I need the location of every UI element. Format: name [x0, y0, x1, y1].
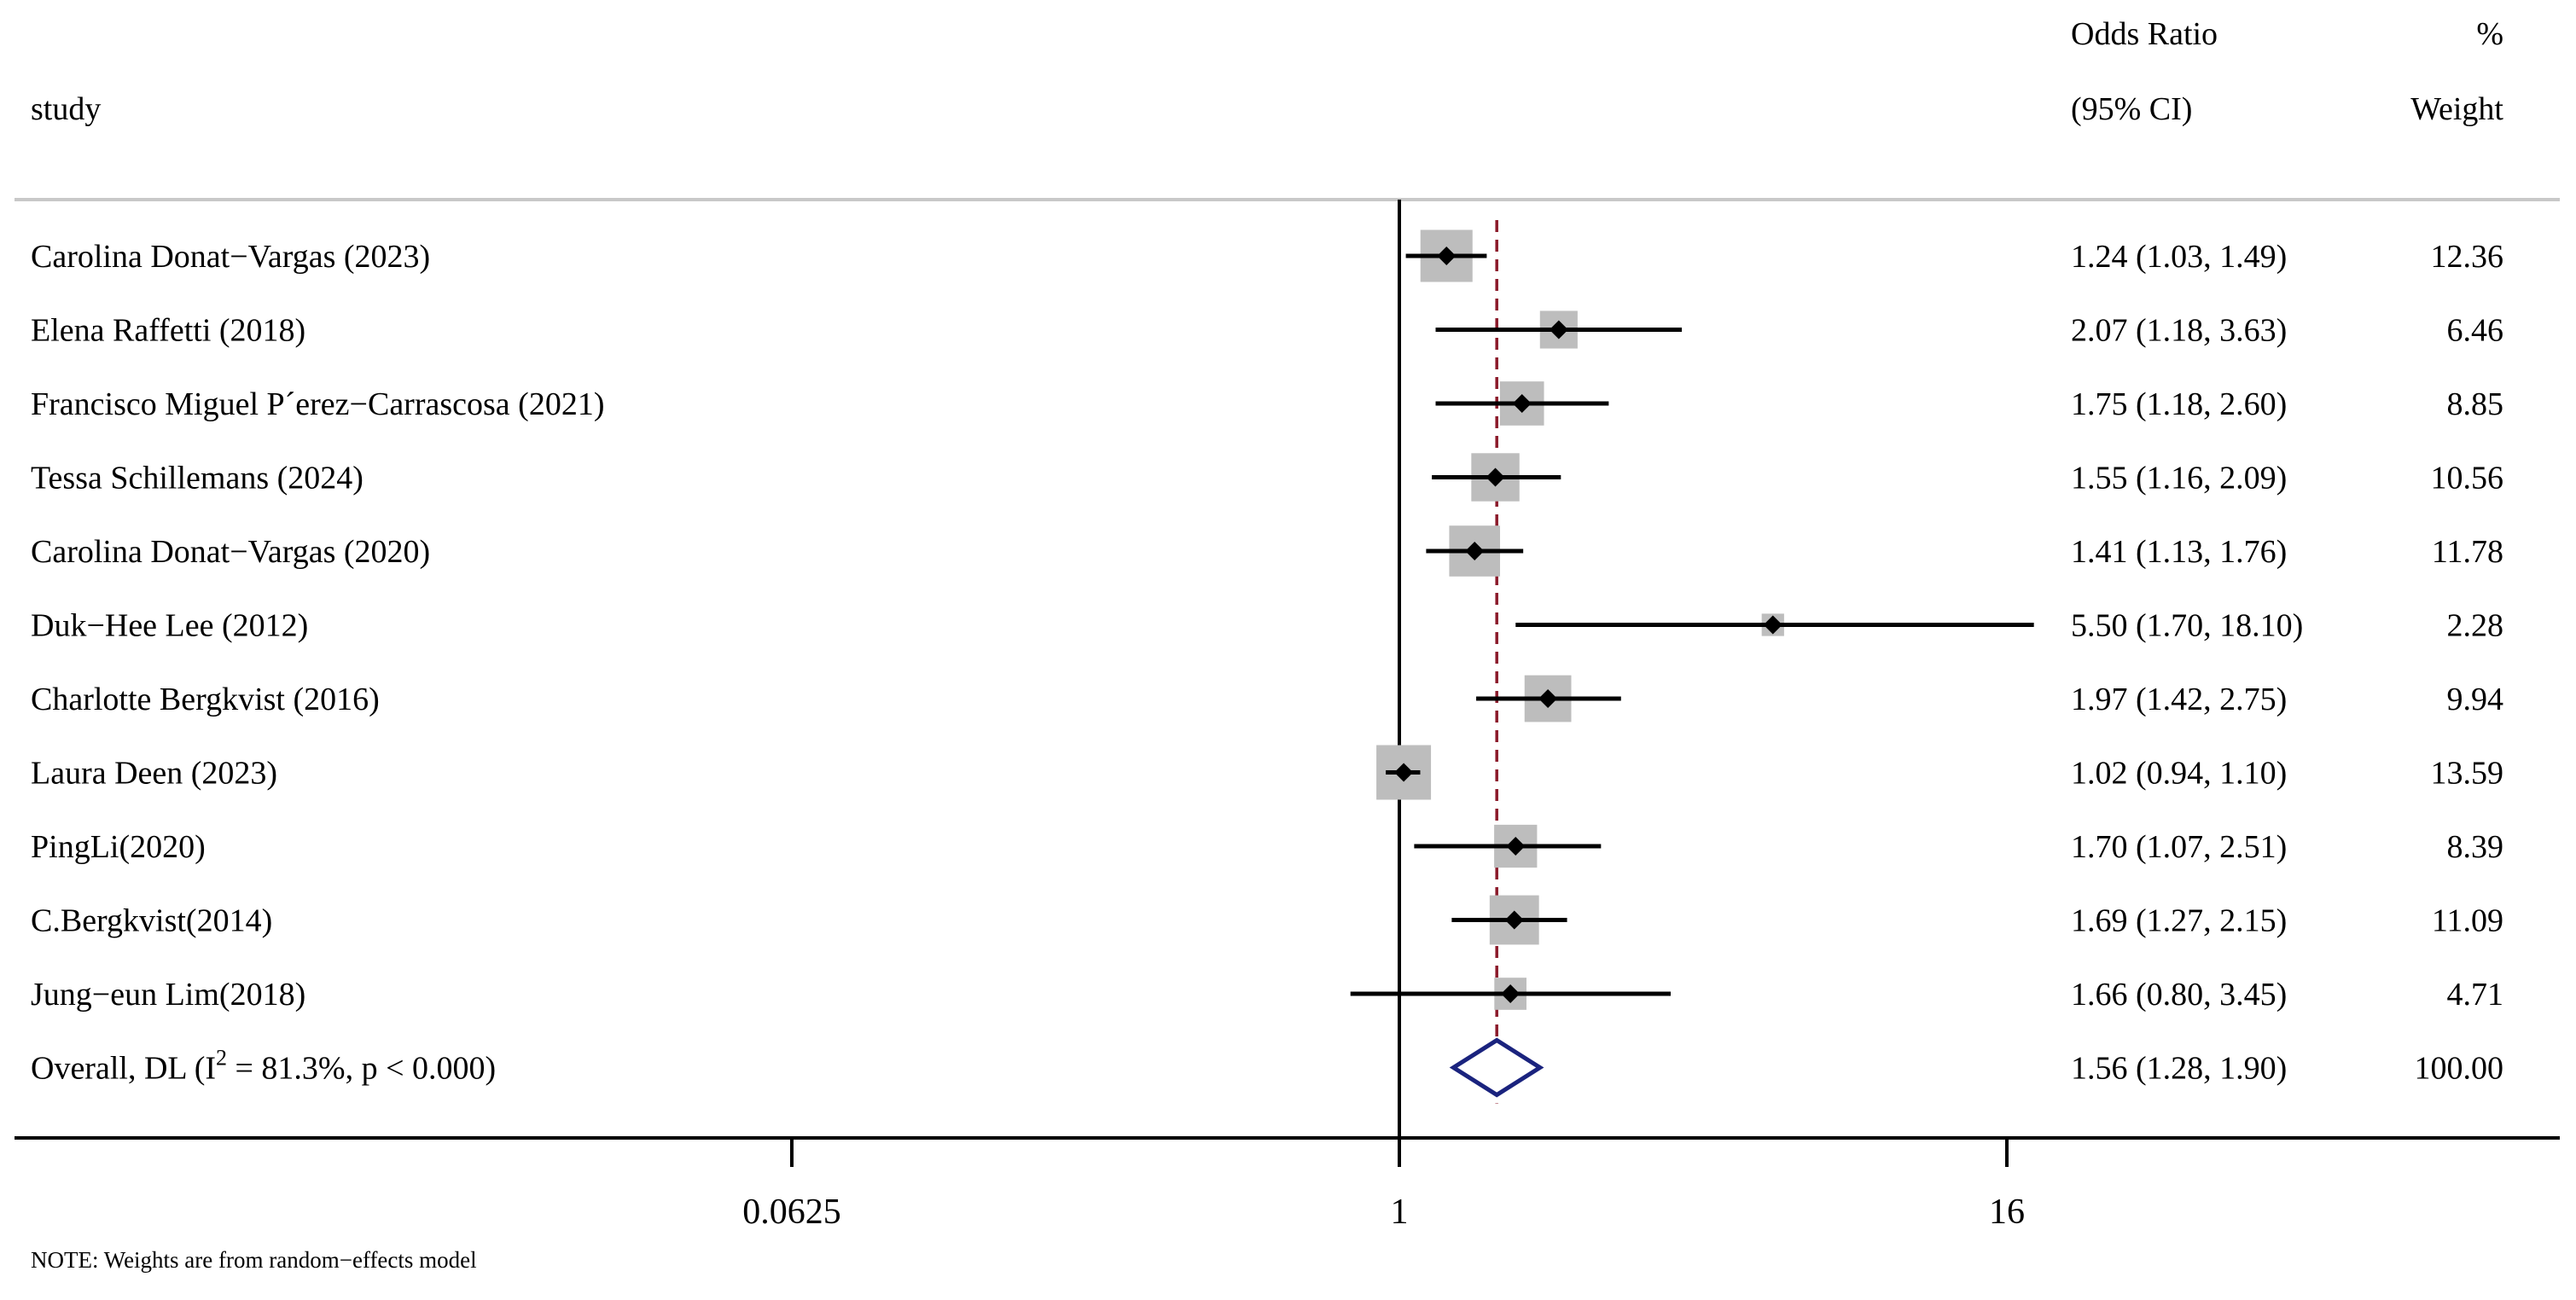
point-estimate [1512, 394, 1532, 413]
overall-label: Overall, DL (I2 = 81.3%, p < 0.000) [31, 1046, 496, 1087]
study-label: PingLi(2020) [31, 829, 206, 865]
x-tick-label: 0.0625 [742, 1193, 841, 1232]
point-estimate [1549, 320, 1568, 340]
study-label: Tessa Schillemans (2024) [31, 461, 363, 496]
weight-text: 13.59 [2431, 756, 2504, 792]
study-row: Carolina Donat−Vargas (2020) 1.41 (1.13, … [31, 525, 2503, 577]
study-row: Jung−eun Lim(2018) 1.66 (0.80, 3.45) 4.71 [31, 977, 2503, 1013]
overall-weight-text: 100.00 [2415, 1051, 2504, 1087]
x-tick-label: 1 [1391, 1193, 1409, 1232]
study-label: C.Bergkvist(2014) [31, 903, 272, 939]
ci-text: 1.69 (1.27, 2.15) [2071, 903, 2287, 939]
weight-text: 11.78 [2432, 534, 2503, 570]
header-weight-percent: % [2476, 16, 2503, 52]
study-row: Duk−Hee Lee (2012) 5.50 (1.70, 18.10) 2.28 [31, 608, 2503, 644]
study-label: Jung−eun Lim(2018) [31, 977, 305, 1013]
ci-text: 1.97 (1.42, 2.75) [2071, 682, 2287, 717]
overall-ci-text: 1.56 (1.28, 1.90) [2071, 1051, 2287, 1087]
point-estimate [1501, 984, 1521, 1003]
header: study Odds Ratio (95% CI) % Weight [31, 16, 2503, 127]
ci-text: 2.07 (1.18, 3.63) [2071, 313, 2287, 349]
overall-diamond [1449, 1037, 1544, 1098]
point-estimate [1437, 247, 1457, 265]
ci-text: 1.75 (1.18, 2.60) [2071, 386, 2287, 422]
study-row: Elena Raffetti (2018) 2.07 (1.18, 3.63) 6.… [31, 310, 2504, 349]
study-label: Elena Raffetti (2018) [31, 313, 305, 349]
point-estimate [1538, 689, 1558, 708]
weight-text: 11.09 [2432, 903, 2503, 939]
weight-text: 8.85 [2447, 386, 2504, 422]
ci-text: 1.41 (1.13, 1.76) [2071, 534, 2287, 570]
overall-label-suffix: = 81.3%, p < 0.000) [227, 1051, 496, 1087]
point-estimate [1763, 615, 1782, 635]
study-label: Francisco Miguel P´erez−Carrascosa (2021… [31, 386, 604, 422]
ci-text: 1.66 (0.80, 3.45) [2071, 977, 2287, 1013]
weight-text: 6.46 [2447, 313, 2504, 349]
weight-text: 12.36 [2431, 239, 2504, 275]
weight-text: 2.28 [2447, 608, 2504, 644]
ci-text: 1.55 (1.16, 2.09) [2071, 461, 2287, 496]
x-tick-label: 16 [1989, 1193, 2025, 1232]
point-estimate [1486, 467, 1505, 487]
study-row: Laura Deen (2023) 1.02 (0.94, 1.10) 13.59 [31, 745, 2504, 800]
x-axis: 0.0625 1 16 [15, 1136, 2560, 1232]
point-estimate [1465, 542, 1485, 560]
point-estimate [1394, 763, 1414, 782]
study-label: Charlotte Bergkvist (2016) [31, 682, 380, 717]
point-estimate [1506, 837, 1526, 856]
study-label: Carolina Donat−Vargas (2020) [31, 534, 430, 570]
ci-text: 1.24 (1.03, 1.49) [2071, 239, 2287, 275]
overall-label-sup: 2 [216, 1046, 227, 1071]
header-weight: Weight [2410, 91, 2503, 127]
point-estimate [1504, 910, 1524, 930]
overall-label-prefix: Overall, DL (I [31, 1051, 216, 1087]
study-row: Charlotte Bergkvist (2016) 1.97 (1.42, 2.… [31, 675, 2504, 723]
study-row: Tessa Schillemans (2024) 1.55 (1.16, 2.09… [31, 453, 2504, 502]
overall-row: Overall, DL (I2 = 81.3%, p < 0.000) 1.56 … [31, 1037, 2504, 1098]
study-label: Carolina Donat−Vargas (2023) [31, 239, 430, 275]
footnote: NOTE: Weights are from random−effects mo… [31, 1247, 477, 1273]
weight-text: 4.71 [2447, 977, 2504, 1013]
weight-text: 8.39 [2447, 829, 2504, 865]
study-row: Francisco Miguel P´erez−Carrascosa (2021… [31, 381, 2503, 426]
weight-text: 9.94 [2447, 682, 2504, 717]
header-odds-ratio: Odds Ratio [2071, 16, 2218, 52]
ci-text: 1.02 (0.94, 1.10) [2071, 756, 2287, 792]
ci-text: 1.70 (1.07, 2.51) [2071, 829, 2287, 865]
study-rows: Carolina Donat−Vargas (2023) 1.24 (1.03, … [31, 229, 2503, 1013]
header-ci: (95% CI) [2071, 91, 2192, 127]
weight-text: 10.56 [2431, 461, 2504, 496]
study-row: PingLi(2020) 1.70 (1.07, 2.51) 8.39 [31, 824, 2504, 868]
study-row: C.Bergkvist(2014) 1.69 (1.27, 2.15) 11.09 [31, 895, 2503, 945]
study-label: Laura Deen (2023) [31, 756, 277, 792]
header-study: study [31, 91, 101, 127]
ci-text: 5.50 (1.70, 18.10) [2071, 608, 2303, 644]
study-label: Duk−Hee Lee (2012) [31, 608, 308, 644]
study-row: Carolina Donat−Vargas (2023) 1.24 (1.03, … [31, 229, 2504, 282]
